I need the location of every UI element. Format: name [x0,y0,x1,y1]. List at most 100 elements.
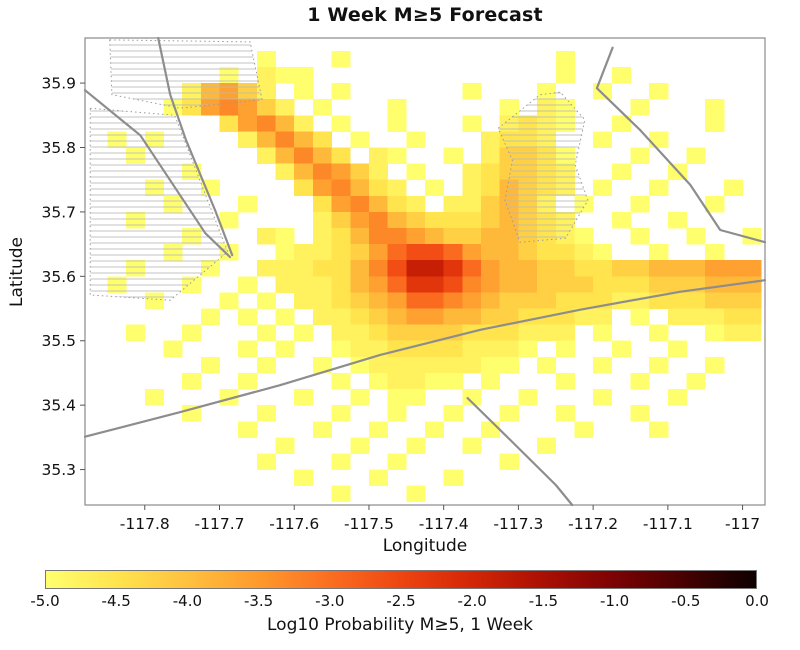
heatmap-cell [126,324,146,342]
heatmap-cell [462,115,482,132]
heatmap-cell [387,292,407,309]
heatmap-cell [518,340,538,358]
heatmap-cell [294,83,314,100]
heatmap-cell [387,195,407,213]
heatmap-cell [387,453,407,470]
heatmap-cell [387,356,407,374]
heatmap-cell [312,179,332,197]
heatmap-cell [425,244,445,261]
heatmap-cell [182,373,202,390]
heatmap-cell [200,179,220,197]
heatmap-cell [406,308,426,325]
heatmap-cell [275,115,295,132]
heatmap-cell [312,211,332,229]
fault-line [83,89,232,259]
heatmap-cell [350,276,370,293]
heatmap-cell [443,373,463,390]
heatmap-cell [294,389,314,406]
heatmap-cell [686,260,706,277]
heatmap-cell [630,228,650,245]
heatmap-cell [331,163,351,181]
heatmap-cell [593,131,613,148]
heatmap-cell [462,211,482,229]
heatmap-cell [238,195,258,213]
heatmap-cell [555,260,575,277]
heatmap-cell [705,276,725,293]
heatmap-cell [574,244,594,261]
colorbar-tick-label: 0.0 [745,592,769,610]
heatmap-cell [574,276,594,293]
heatmap-cell [462,308,482,325]
colorbar-tick-label: -4.5 [101,592,131,610]
heatmap-cell [387,147,407,164]
heatmap-cell [481,308,501,325]
heatmap-cell [481,131,501,148]
y-tick-label: 35.4 [41,397,76,415]
heatmap-cell [275,99,295,116]
heatmap-cell [481,292,501,309]
heatmap-cell [425,308,445,325]
heatmap-cell [350,179,370,197]
heatmap-cell [481,260,501,277]
heatmap-cell [499,324,519,342]
heatmap-cell [686,228,706,245]
heatmap-cell [686,147,706,164]
heatmap-cell [331,83,351,100]
heatmap-cell [443,340,463,358]
heatmap-cell [275,437,295,454]
x-tick-label: -117.3 [493,515,543,533]
heatmap-cell [555,244,575,261]
x-tick-label: -117.6 [269,515,319,533]
heatmap-cell [481,179,501,197]
heatmap-cell [256,67,276,84]
heatmap-cell [275,276,295,293]
heatmap-cell [593,244,613,261]
heatmap-cell [462,389,482,406]
heatmap-cell [611,276,631,293]
fault-line [83,279,767,438]
heatmap-cell [630,276,650,293]
y-tick-label: 35.3 [41,461,76,479]
heatmap-cell [350,260,370,277]
heatmap-cell [574,228,594,245]
heatmap-cell [350,292,370,309]
heatmap-cell [256,405,276,422]
heatmap-cell [406,389,426,406]
heatmap-cell [425,276,445,293]
heatmap-cell [294,115,314,132]
heatmap-cell [686,373,706,390]
heatmap-cell [238,340,258,358]
heatmap-cell [630,308,650,325]
heatmap-cell [369,228,389,245]
heatmap-cell [705,260,725,277]
heatmap-cell [611,115,631,132]
heatmap-cell [387,260,407,277]
heatmap-cell [256,147,276,164]
heatmap-cell [574,421,594,438]
heatmap-cell [705,244,725,261]
heatmap-cell [499,308,519,325]
x-tick-label: -117.7 [195,515,245,533]
heatmap-cell [387,373,407,390]
heatmap-cell [443,405,463,422]
heatmap-cell [312,276,332,293]
heatmap-cell [350,195,370,213]
heatmap-cell [611,211,631,229]
heatmap-cell [611,340,631,358]
heatmap-cell [294,324,314,342]
heatmap-cell [499,356,519,374]
heatmap-cell [705,308,725,325]
heatmap-cell [462,244,482,261]
heatmap-cell [294,67,314,84]
heatmap-cell [369,324,389,342]
heatmap-cell [144,389,164,406]
heatmap-cell [200,308,220,325]
heatmap-cell [555,50,575,68]
colorbar [45,570,757,589]
heatmap-cell [238,308,258,325]
heatmap-cell [462,179,482,197]
heatmap-cell [481,195,501,213]
heatmap-cell [425,356,445,374]
heatmap-cell [630,99,650,116]
heatmap-cell [462,292,482,309]
